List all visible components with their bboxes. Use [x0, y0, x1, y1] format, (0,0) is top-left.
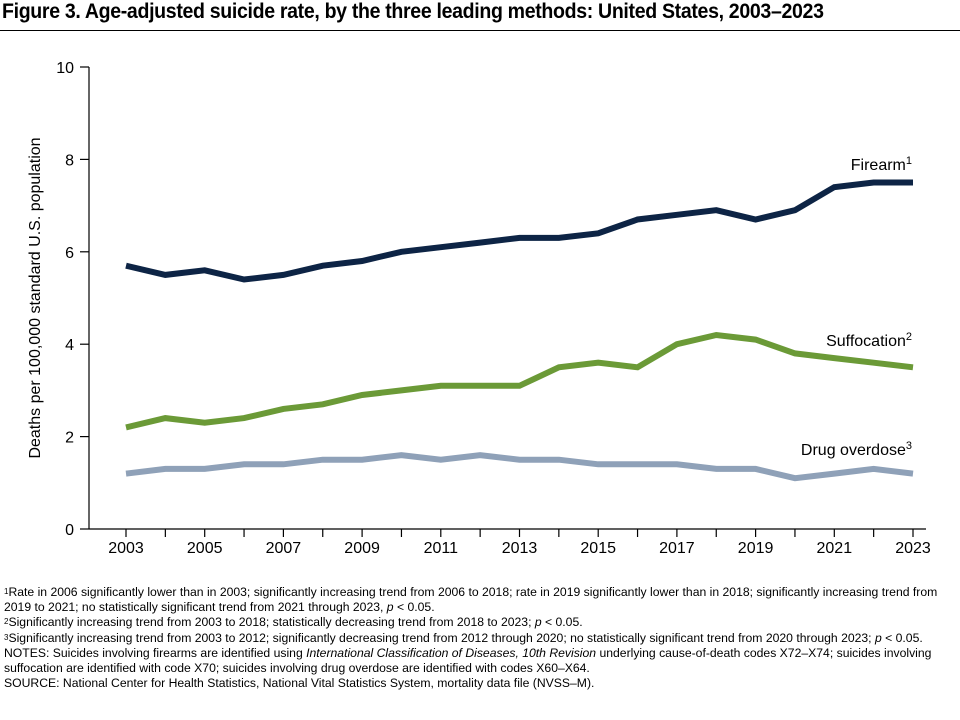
series-line-firearm: [125, 179, 913, 283]
x-tick-label: 2007: [266, 540, 302, 557]
x-tick-label: 2005: [187, 540, 223, 557]
y-tick-label: 0: [65, 522, 74, 539]
y-tick-label: 4: [65, 337, 74, 354]
y-tick-label: 6: [65, 245, 74, 262]
x-tick-label: 2009: [344, 540, 380, 557]
y-tick-label: 8: [65, 152, 74, 169]
series-label-firearm: Firearm1: [851, 155, 912, 174]
series-label-drug-overdose: Drug overdose3: [801, 440, 912, 459]
chart-series: [125, 179, 914, 482]
source-text: SOURCE: National Center for Health Stati…: [4, 676, 595, 691]
x-tick-label: 2003: [108, 540, 144, 557]
y-axis-label: Deaths per 100,000 standard U.S. populat…: [27, 137, 44, 458]
footnote-2: 2Significantly increasing trend from 200…: [4, 615, 583, 630]
line-chart: 0 2 4 6 8 10 2003 2005 2007 2009 2011 2013 2015 2017 2…: [27, 60, 931, 557]
x-tick-label: 2019: [738, 540, 774, 557]
x-tick-label: 2017: [659, 540, 695, 557]
chart-axes: 0 2 4 6 8 10 2003 2005 2007 2009 2011 2013 2015 2017 2…: [27, 60, 931, 557]
y-tick-label: 10: [56, 60, 74, 77]
x-tick-label: 2023: [895, 540, 931, 557]
footnote-1: 1Rate in 2006 significantly lower than i…: [4, 585, 938, 615]
notes-text: NOTES: Suicides involving firearms are i…: [4, 645, 932, 676]
series-line-drug-overdose: [125, 452, 914, 482]
y-tick-label: 2: [65, 430, 74, 447]
x-tick-label: 2021: [817, 540, 853, 557]
title-divider: [0, 30, 960, 31]
x-tick-label: 2011: [424, 540, 459, 557]
footnotes: 1Rate in 2006 significantly lower than i…: [4, 585, 958, 691]
series-label-suffocation: Suffocation2: [826, 331, 912, 350]
figure-title: Figure 3. Age-adjusted suicide rate, by …: [2, 0, 824, 23]
series-line-suffocation: [125, 331, 914, 431]
footnote-3: 3Significantly increasing trend from 200…: [4, 630, 923, 645]
series-labels: Firearm1 Suffocation2 Drug overdose3: [801, 155, 912, 459]
x-tick-label: 2013: [502, 540, 538, 557]
x-tick-label: 2015: [580, 540, 616, 557]
